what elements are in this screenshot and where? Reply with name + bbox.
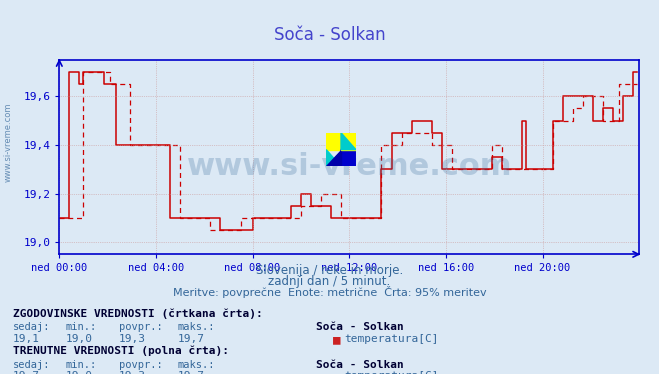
Polygon shape — [341, 133, 356, 166]
Text: Soča - Solkan: Soča - Solkan — [316, 360, 404, 370]
Text: www.si-vreme.com: www.si-vreme.com — [186, 152, 512, 181]
Text: 19,3: 19,3 — [119, 334, 146, 344]
Text: 19,0: 19,0 — [66, 371, 93, 374]
Polygon shape — [326, 150, 341, 166]
Text: Meritve: povprečne  Enote: metrične  Črta: 95% meritev: Meritve: povprečne Enote: metrične Črta:… — [173, 286, 486, 298]
Polygon shape — [341, 133, 356, 150]
Text: Slovenija / reke in morje.: Slovenija / reke in morje. — [256, 264, 403, 277]
Text: min.:: min.: — [66, 360, 97, 370]
Text: 19,1: 19,1 — [13, 334, 40, 344]
Text: 19,0: 19,0 — [66, 334, 93, 344]
Polygon shape — [326, 150, 341, 166]
Text: temperatura[C]: temperatura[C] — [344, 334, 438, 344]
Text: 19,7: 19,7 — [13, 371, 40, 374]
Text: povpr.:: povpr.: — [119, 322, 162, 332]
Text: sedaj:: sedaj: — [13, 322, 51, 332]
Polygon shape — [341, 133, 356, 150]
Text: povpr.:: povpr.: — [119, 360, 162, 370]
Text: 19,7: 19,7 — [178, 371, 205, 374]
Text: Soča - Solkan: Soča - Solkan — [273, 26, 386, 44]
Text: www.si-vreme.com: www.si-vreme.com — [3, 102, 13, 182]
Text: zadnji dan / 5 minut.: zadnji dan / 5 minut. — [268, 275, 391, 288]
Text: temperatura[C]: temperatura[C] — [344, 371, 438, 374]
Polygon shape — [326, 133, 341, 150]
Text: ■: ■ — [333, 371, 340, 374]
Text: 19,3: 19,3 — [119, 371, 146, 374]
Text: maks.:: maks.: — [178, 322, 215, 332]
Text: maks.:: maks.: — [178, 360, 215, 370]
Text: Soča - Solkan: Soča - Solkan — [316, 322, 404, 332]
Text: TRENUTNE VREDNOSTI (polna črta):: TRENUTNE VREDNOSTI (polna črta): — [13, 346, 229, 356]
Text: ZGODOVINSKE VREDNOSTI (črtkana črta):: ZGODOVINSKE VREDNOSTI (črtkana črta): — [13, 309, 263, 319]
Text: ■: ■ — [333, 334, 340, 347]
Text: min.:: min.: — [66, 322, 97, 332]
Text: 19,7: 19,7 — [178, 334, 205, 344]
Text: sedaj:: sedaj: — [13, 360, 51, 370]
